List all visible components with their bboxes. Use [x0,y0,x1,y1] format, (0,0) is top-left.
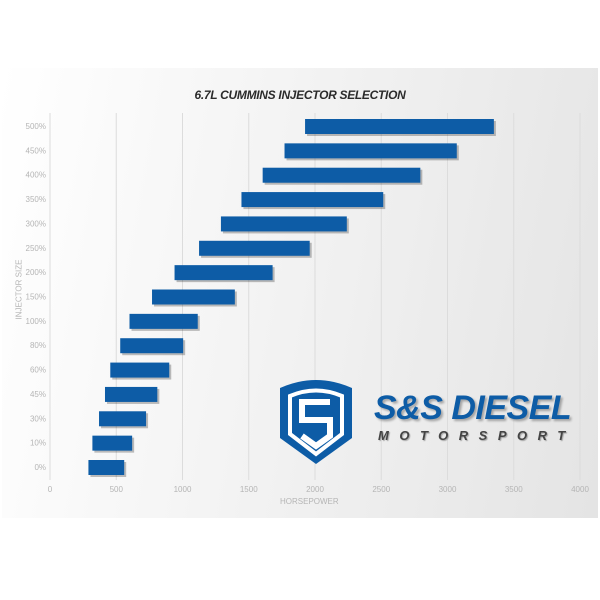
x-tick-label: 2000 [306,485,324,494]
bar-500% [305,119,494,134]
x-tick-label: 2500 [372,485,390,494]
chart-title: 6.7L CUMMINS INJECTOR SELECTION [194,88,406,102]
bar-45% [104,386,158,402]
bar-300% [220,216,347,232]
bar-150% [152,289,235,305]
y-tick-label: 30% [30,414,46,423]
y-tick-label: 100% [26,317,46,326]
x-axis-label: HORSEPOWER [280,497,339,506]
y-tick-label: 450% [26,146,46,155]
bar-30% [99,411,147,427]
y-tick-label: 350% [26,195,46,204]
shield-logo-icon [280,380,352,464]
bar-0% [88,460,125,475]
bar-10% [92,435,133,451]
x-tick-label: 1000 [174,485,192,494]
y-tick-label: 300% [26,219,46,228]
bar-400% [262,167,421,183]
x-tick-label: 1500 [240,485,258,494]
x-tick-label: 3000 [439,485,457,494]
bar-80% [120,338,184,354]
y-tick-label: 10% [30,439,46,448]
bar-200% [174,265,273,281]
y-tick-label: 0% [34,463,46,472]
bar-350% [241,192,384,208]
y-tick-label: 500% [26,122,46,131]
bar-450% [284,143,457,159]
x-tick-label: 3500 [505,485,523,494]
bar-60% [110,362,170,378]
y-tick-label: 150% [26,293,46,302]
y-axis-label: INJECTOR SIZE [14,259,24,320]
y-tick-label: 80% [30,341,46,350]
bar-100% [129,313,198,329]
y-tick-label: 45% [30,390,46,399]
brand-name: S&S DIESEL [374,389,572,427]
brand-subtitle: MOTORSPORT [378,428,576,443]
x-tick-label: 500 [110,485,124,494]
x-tick-label: 0 [48,485,53,494]
y-tick-label: 250% [26,244,46,253]
y-tick-label: 200% [26,268,46,277]
y-tick-label: 400% [26,171,46,180]
x-tick-label: 4000 [571,485,589,494]
bar-250% [199,240,310,256]
y-tick-label: 60% [30,366,46,375]
